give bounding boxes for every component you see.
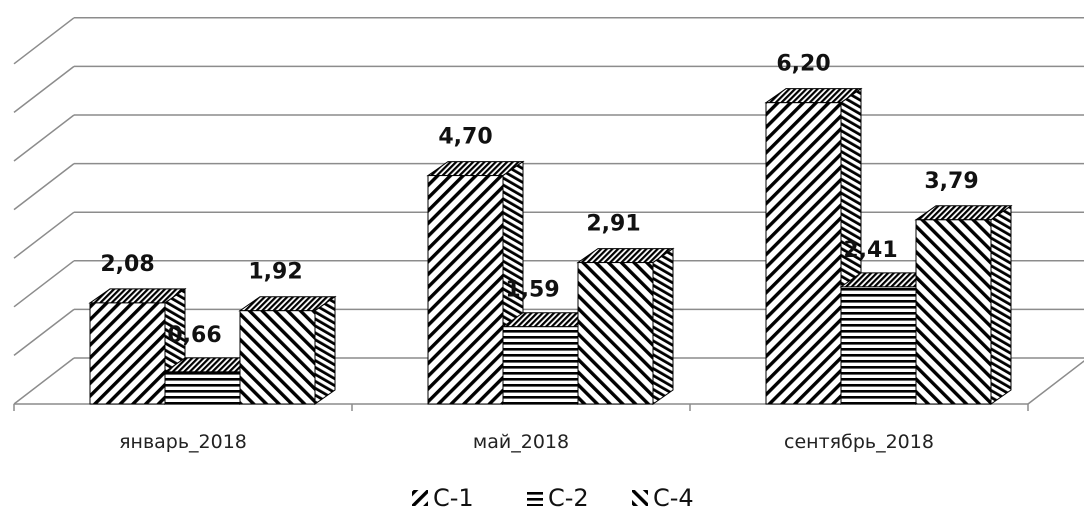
legend-label-s3: С-4 bbox=[653, 484, 694, 512]
gridline-wall bbox=[13, 308, 75, 356]
value-label: 6,20 bbox=[776, 52, 830, 77]
bar-С-4-сентябрь_2018 bbox=[914, 204, 1013, 405]
bar-front-face bbox=[89, 302, 166, 405]
legend-swatch-s2 bbox=[527, 490, 543, 506]
bars bbox=[88, 87, 1013, 405]
bar-front-face bbox=[502, 326, 579, 405]
bar-С-4-январь_2018 bbox=[238, 295, 337, 405]
gridline-wall bbox=[13, 357, 75, 405]
legend-swatch-s1 bbox=[412, 490, 428, 506]
gridline-wall bbox=[13, 65, 75, 113]
gridline-wall bbox=[13, 260, 75, 308]
legend-swatch-s3 bbox=[632, 490, 648, 506]
value-label: 0,66 bbox=[167, 323, 221, 348]
category-label: май_2018 bbox=[473, 431, 569, 453]
category-label: сентябрь_2018 bbox=[784, 431, 934, 453]
legend: С-1 С-2 С-4 bbox=[412, 484, 694, 512]
value-label: 4,70 bbox=[438, 125, 492, 150]
legend-item-s1: С-1 bbox=[412, 484, 474, 512]
legend-label-s1: С-1 bbox=[433, 484, 474, 512]
value-label: 2,41 bbox=[843, 238, 897, 263]
bar-front-face bbox=[239, 310, 316, 405]
bar-С-1-май_2018 bbox=[426, 160, 525, 405]
bar-front-face bbox=[915, 219, 992, 405]
gridline-wall bbox=[13, 114, 75, 162]
value-label: 1,92 bbox=[248, 260, 302, 285]
legend-label-s2: С-2 bbox=[548, 484, 589, 512]
bar-front-face bbox=[765, 102, 842, 405]
value-label: 1,59 bbox=[505, 278, 559, 303]
gridline-wall bbox=[13, 211, 75, 259]
bar-front-face bbox=[164, 371, 241, 405]
bar-side-face bbox=[314, 295, 336, 405]
bar-С-4-май_2018 bbox=[576, 247, 675, 405]
bar-side-face bbox=[652, 247, 674, 405]
legend-item-s2: С-2 bbox=[527, 484, 589, 512]
category-labels: январь_2018 май_2018 сентябрь_2018 bbox=[119, 431, 934, 453]
bar-front-face bbox=[427, 175, 504, 405]
category-label: январь_2018 bbox=[119, 431, 247, 453]
value-label: 3,79 bbox=[924, 169, 978, 194]
gridline-wall bbox=[13, 17, 75, 65]
bar-side-face bbox=[990, 204, 1012, 405]
legend-item-s3: С-4 bbox=[632, 484, 694, 512]
value-labels: 2,08 0,66 1,92 4,70 1,59 2,91 6,20 2,41 3,79 bbox=[100, 52, 978, 348]
bar-front-face bbox=[840, 286, 917, 405]
value-label: 2,91 bbox=[586, 212, 640, 237]
bar-front-face bbox=[577, 262, 654, 405]
value-label: 2,08 bbox=[100, 252, 154, 277]
gridline-wall bbox=[13, 163, 75, 211]
floor-diagonal bbox=[1027, 360, 1084, 405]
